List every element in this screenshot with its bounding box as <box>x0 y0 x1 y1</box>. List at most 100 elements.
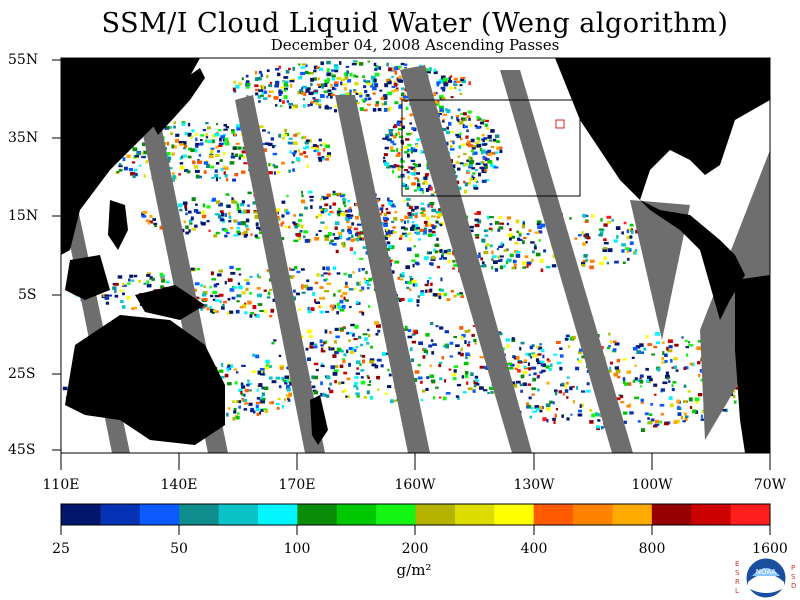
cloud-water-cell <box>278 354 282 357</box>
cloud-water-cell <box>515 219 520 224</box>
cloud-water-cell <box>283 89 287 92</box>
cloud-water-cell <box>735 386 739 390</box>
cloud-water-cell <box>523 367 529 370</box>
cloud-water-cell <box>539 408 543 413</box>
cloud-water-cell <box>236 226 240 230</box>
cloud-water-cell <box>415 223 419 228</box>
cloud-water-cell <box>634 396 639 400</box>
cloud-water-cell <box>309 195 314 198</box>
cloud-water-cell <box>264 148 267 152</box>
cloud-water-cell <box>430 262 434 266</box>
site-marker <box>555 119 565 129</box>
cloud-water-cell <box>494 221 500 225</box>
cloud-water-cell <box>414 189 417 192</box>
cloud-water-cell <box>475 236 480 239</box>
cloud-water-cell <box>141 155 146 159</box>
cloud-water-cell <box>435 211 441 214</box>
cloud-water-cell <box>284 87 288 91</box>
cloud-water-cell <box>391 165 396 169</box>
cloud-water-cell <box>438 212 443 216</box>
cloud-water-cell <box>375 104 379 107</box>
colorbar-label: 1600 <box>752 541 788 557</box>
cloud-water-cell <box>332 233 336 236</box>
cloud-water-cell <box>275 217 281 221</box>
cloud-water-cell <box>534 405 540 409</box>
cloud-water-cell <box>397 79 401 82</box>
cloud-water-cell <box>326 95 329 99</box>
cloud-water-cell <box>526 261 532 265</box>
cloud-water-cell <box>356 61 360 65</box>
cloud-water-cell <box>439 326 444 330</box>
cloud-water-cell <box>428 229 432 233</box>
cloud-water-cell <box>647 343 652 346</box>
cloud-water-cell <box>171 152 175 156</box>
cloud-water-cell <box>317 156 322 160</box>
cloud-water-cell <box>457 351 461 355</box>
cloud-water-cell <box>499 222 505 225</box>
cloud-water-cell <box>479 148 483 151</box>
cloud-water-cell <box>294 225 298 229</box>
cloud-water-cell <box>321 195 324 199</box>
cloud-water-cell <box>450 131 455 134</box>
cloud-water-cell <box>242 209 247 214</box>
cloud-water-cell <box>472 145 477 148</box>
cloud-water-cell <box>411 340 417 344</box>
cloud-water-cell <box>206 164 210 168</box>
cloud-water-cell <box>223 152 226 156</box>
cloud-water-cell <box>425 181 428 185</box>
cloud-water-cell <box>403 146 408 150</box>
cloud-water-cell <box>397 276 400 280</box>
cloud-water-cell <box>346 331 350 335</box>
cloud-water-cell <box>586 236 591 240</box>
cloud-water-cell <box>184 208 188 211</box>
cloud-water-cell <box>351 333 355 337</box>
cloud-water-cell <box>233 147 236 150</box>
cloud-water-cell <box>154 224 157 227</box>
cloud-water-cell <box>337 302 340 306</box>
cloud-water-cell <box>241 222 246 226</box>
cloud-water-cell <box>453 83 458 86</box>
cloud-water-cell <box>281 214 285 218</box>
cloud-water-cell <box>228 215 232 219</box>
cloud-water-cell <box>330 365 335 370</box>
cloud-water-cell <box>404 328 409 331</box>
lon-label: 130W <box>513 477 555 493</box>
cloud-water-cell <box>223 128 228 131</box>
cloud-water-cell <box>300 71 306 76</box>
cloud-water-cell <box>308 335 313 338</box>
cloud-water-cell <box>423 176 428 180</box>
cloud-water-cell <box>459 162 464 165</box>
cloud-water-cell <box>300 66 306 69</box>
cloud-water-cell <box>635 345 641 349</box>
cloud-water-cell <box>447 80 453 83</box>
cloud-water-cell <box>668 396 673 400</box>
cloud-water-cell <box>532 354 538 358</box>
cloud-water-cell <box>423 230 427 235</box>
cloud-water-cell <box>611 218 614 222</box>
cloud-water-cell <box>122 305 126 309</box>
cloud-water-cell <box>290 268 295 271</box>
cloud-water-cell <box>312 291 315 296</box>
cloud-water-cell <box>365 251 368 255</box>
cloud-water-cell <box>584 220 589 223</box>
cloud-water-cell <box>381 204 385 207</box>
cloud-water-cell <box>609 366 612 371</box>
cloud-water-cell <box>356 234 362 238</box>
cloud-water-cell <box>122 292 125 296</box>
cloud-water-cell <box>469 163 473 168</box>
cloud-water-cell <box>367 383 371 386</box>
cloud-water-cell <box>257 370 261 375</box>
cloud-water-cell <box>317 77 320 81</box>
cloud-water-cell <box>195 203 198 206</box>
cloud-water-cell <box>382 216 388 220</box>
cloud-water-cell <box>324 237 330 241</box>
cloud-water-cell <box>256 412 260 416</box>
cloud-water-cell <box>203 170 207 174</box>
cloud-water-cell <box>383 93 388 96</box>
cloud-water-cell <box>383 97 388 100</box>
cloud-water-cell <box>210 308 215 313</box>
cloud-water-cell <box>301 63 307 66</box>
cloud-water-cell <box>484 123 488 127</box>
cloud-water-cell <box>621 249 625 253</box>
cloud-water-cell <box>428 344 433 348</box>
